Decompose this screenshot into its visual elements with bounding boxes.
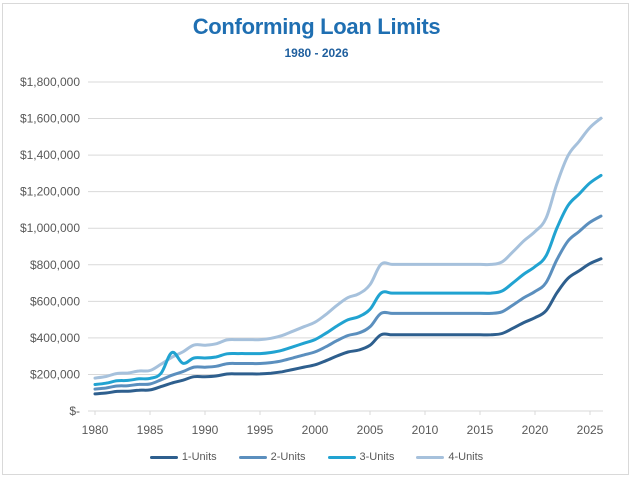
- x-tick-label: 2000: [302, 423, 329, 437]
- y-tick-label: $600,000: [30, 294, 80, 308]
- series-lines: [93, 116, 603, 396]
- y-tick-label: $1,400,000: [20, 148, 80, 162]
- x-tick-label: 2025: [577, 423, 604, 437]
- series-line-2-units: [93, 214, 603, 391]
- y-tick-label: $1,000,000: [20, 221, 80, 235]
- x-tick-label: 1995: [247, 423, 274, 437]
- legend-item-1-units[interactable]: 1-Units: [149, 451, 217, 463]
- y-tick-label: $400,000: [30, 331, 80, 345]
- legend-swatch-icon: [416, 455, 445, 459]
- legend-label: 2-Units: [270, 451, 306, 463]
- y-tick-label: $1,800,000: [20, 75, 80, 89]
- legend-label: 4-Units: [448, 451, 484, 463]
- x-tick-label: 1985: [137, 423, 164, 437]
- x-tick-label: 2010: [412, 423, 439, 437]
- legend-item-3-units[interactable]: 3-Units: [327, 451, 395, 463]
- y-tick-label: $200,000: [30, 367, 80, 381]
- y-tick-label: $1,200,000: [20, 185, 80, 199]
- legend-swatch-icon: [149, 455, 178, 459]
- y-tick-label: $800,000: [30, 258, 80, 272]
- chart-subtitle: 1980 - 2026: [284, 46, 349, 60]
- x-axis: 1980 1985 1990 1995 2000 2005 2010 2015 2020 2025: [82, 411, 604, 437]
- y-axis: $- $200,000 $400,000 $600,000 $800,000 $1,000…: [20, 75, 80, 418]
- y-tick-label: $1,600,000: [20, 112, 80, 126]
- series-line-3-units: [93, 173, 603, 386]
- legend-item-4-units[interactable]: 4-Units: [416, 451, 483, 463]
- x-tick-label: 1990: [192, 423, 219, 437]
- legend: 1-Units 2-Units 3-Units 4-Units: [0, 451, 633, 463]
- x-tick-label: 2020: [522, 423, 549, 437]
- legend-swatch-icon: [327, 455, 356, 459]
- chart-title: Conforming Loan Limits: [192, 14, 441, 39]
- x-tick-label: 2005: [357, 423, 384, 437]
- y-tick-label: $-: [69, 404, 80, 418]
- x-tick-label: 1980: [82, 423, 109, 437]
- x-tick-label: 2015: [467, 423, 494, 437]
- series-line-1-units: [93, 257, 603, 396]
- legend-swatch-icon: [238, 455, 267, 459]
- series-line-4-units: [93, 116, 603, 380]
- legend-label: 3-Units: [359, 451, 395, 463]
- legend-item-2-units[interactable]: 2-Units: [238, 451, 306, 463]
- legend-label: 1-Units: [181, 451, 217, 463]
